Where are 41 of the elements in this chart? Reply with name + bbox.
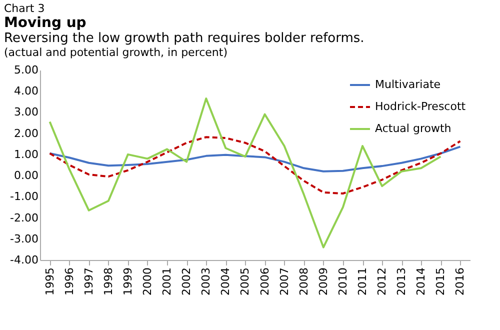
x-tick-label: 2004 <box>219 268 232 296</box>
x-tick-label: 2015 <box>434 268 448 296</box>
x-tick-label: 2011 <box>356 268 369 296</box>
x-tick-label: 1998 <box>102 268 115 296</box>
y-tick-label: 2.00 <box>14 126 38 140</box>
x-tick-label: 2000 <box>141 268 154 296</box>
y-tick-label: -2.00 <box>10 211 38 224</box>
legend-label: Hodrick-Prescott <box>375 100 466 113</box>
x-tick-label: 2016 <box>454 268 467 296</box>
x-tick-label: 1999 <box>121 268 134 296</box>
x-tick-label: 2009 <box>316 268 330 296</box>
y-tick-label: 4.00 <box>14 84 38 98</box>
x-tick-label: 2003 <box>200 268 213 296</box>
caption: Chart 3 <box>4 2 46 15</box>
line-series <box>48 146 462 172</box>
y-tick-label: -1.00 <box>10 190 38 204</box>
y-tick-label: -3.00 <box>10 232 38 246</box>
text: (actual and potential growth, in percent) <box>4 46 228 59</box>
legend-label: Multivariate <box>375 78 441 91</box>
y-tick-label: -4.00 <box>10 254 38 266</box>
chart-subtitle: Reversing the low growth path requires bolder reforms. <box>4 31 366 46</box>
x-tick-label: 2002 <box>180 268 194 296</box>
x-tick-label: 2012 <box>376 268 389 296</box>
x-tick-label: 1995 <box>43 268 56 296</box>
x-tick-label: 1996 <box>62 268 76 296</box>
x-tick-label: 2008 <box>297 268 310 296</box>
line-series <box>48 136 462 194</box>
x-tick-label: 2014 <box>414 268 428 296</box>
x-tick-label: 1997 <box>82 268 96 296</box>
chart-title: Moving up <box>4 15 88 31</box>
x-tick-label: 2010 <box>336 268 350 296</box>
legend-label: Actual growth <box>375 122 452 135</box>
x-tick-label: 2007 <box>278 268 291 296</box>
x-tick-label: 2001 <box>160 268 174 296</box>
y-tick-label: 3.00 <box>14 106 38 119</box>
y-tick-label: 1.00 <box>14 148 38 161</box>
x-tick-label: 2013 <box>395 268 408 296</box>
y-tick-label: 5.00 <box>14 64 38 76</box>
y-tick-label: 0.00 <box>14 169 38 182</box>
x-tick-label: 2005 <box>238 268 252 296</box>
x-tick-label: 2006 <box>258 268 272 296</box>
